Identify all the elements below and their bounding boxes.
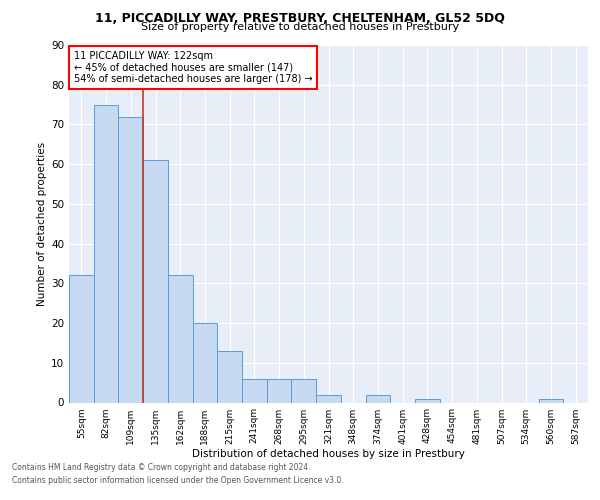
Text: 11 PICCADILLY WAY: 122sqm
← 45% of detached houses are smaller (147)
54% of semi: 11 PICCADILLY WAY: 122sqm ← 45% of detac… — [74, 51, 313, 84]
Bar — [365, 394, 390, 402]
Bar — [415, 398, 440, 402]
Text: Contains public sector information licensed under the Open Government Licence v3: Contains public sector information licen… — [12, 476, 344, 485]
Y-axis label: Number of detached properties: Number of detached properties — [37, 142, 47, 306]
Bar — [193, 323, 217, 402]
Text: Contains HM Land Registry data © Crown copyright and database right 2024.: Contains HM Land Registry data © Crown c… — [12, 464, 311, 472]
X-axis label: Distribution of detached houses by size in Prestbury: Distribution of detached houses by size … — [192, 450, 465, 460]
Bar — [267, 378, 292, 402]
Bar — [168, 276, 193, 402]
Bar — [118, 116, 143, 403]
Bar — [539, 398, 563, 402]
Text: Size of property relative to detached houses in Prestbury: Size of property relative to detached ho… — [141, 22, 459, 32]
Bar — [292, 378, 316, 402]
Bar — [217, 351, 242, 403]
Bar — [143, 160, 168, 402]
Bar — [94, 104, 118, 403]
Text: 11, PICCADILLY WAY, PRESTBURY, CHELTENHAM, GL52 5DQ: 11, PICCADILLY WAY, PRESTBURY, CHELTENHA… — [95, 12, 505, 26]
Bar — [316, 394, 341, 402]
Bar — [242, 378, 267, 402]
Bar — [69, 276, 94, 402]
